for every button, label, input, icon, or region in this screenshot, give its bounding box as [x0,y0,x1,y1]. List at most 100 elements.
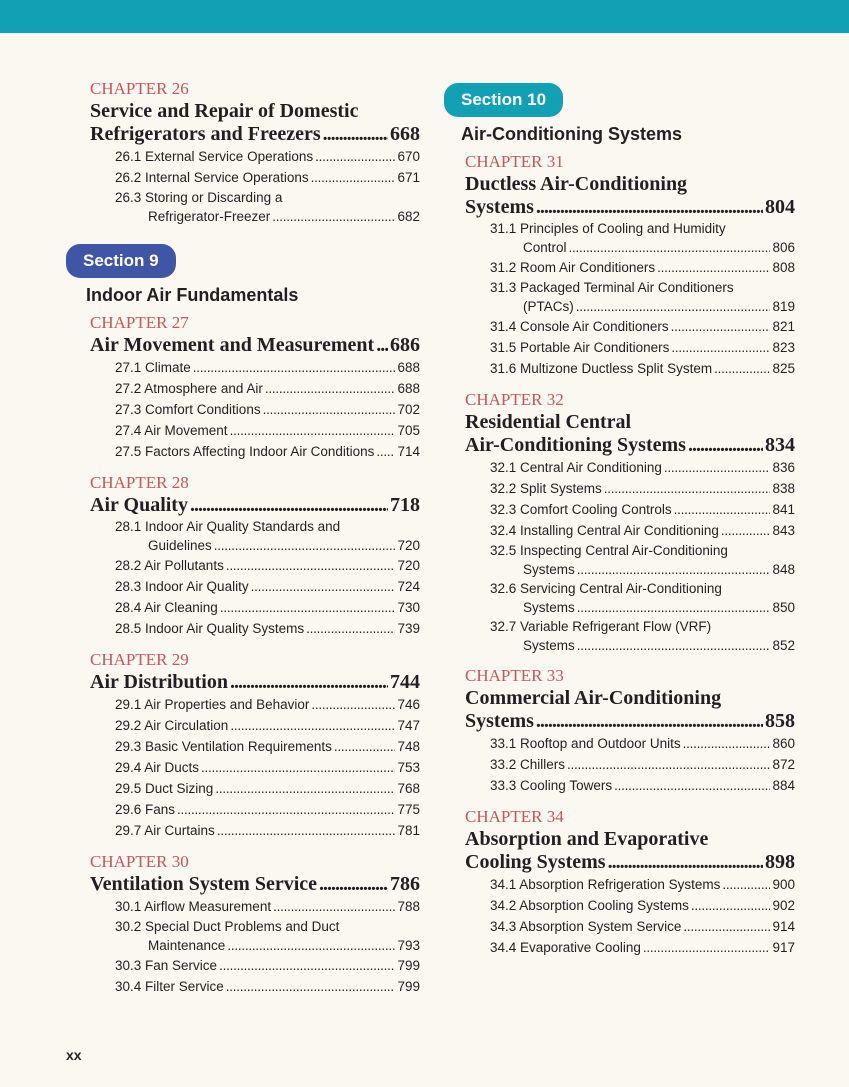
subsection-row[interactable]: Refrigerator-Freezer 682 [115,207,420,226]
subsection-entry[interactable]: 29.4 Air Ducts 753 [90,757,420,778]
subsection-entry[interactable]: 26.3 Storing or Discarding a Refrigerator… [90,188,420,226]
subsection-entry[interactable]: 30.3 Fan Service 799 [90,955,420,976]
subsection-entry[interactable]: 28.3 Indoor Air Quality 724 [90,576,420,597]
subsection-entry[interactable]: 29.3 Basic Ventilation Requirements 748 [90,736,420,757]
subsection-row[interactable]: 30.3 Fan Service 799 [115,955,420,976]
subsection-row[interactable]: 33.1 Rooftop and Outdoor Units 860 [490,733,795,754]
subsection-row[interactable]: Maintenance 793 [115,936,420,955]
subsection-entry[interactable]: 29.7 Air Curtains 781 [90,820,420,841]
subsection-row[interactable]: 27.4 Air Movement 705 [115,420,420,441]
subsection-entry[interactable]: 31.3 Packaged Terminal Air Conditioners (… [465,278,795,316]
subsection-entry[interactable]: 28.1 Indoor Air Quality Standards and Gui… [90,517,420,555]
subsection-row[interactable]: 29.3 Basic Ventilation Requirements 748 [115,736,420,757]
chapter-title-row[interactable]: Air Quality 718 [90,494,420,517]
subsection-row[interactable]: 33.3 Cooling Towers 884 [490,775,795,796]
subsection-row[interactable]: 34.1 Absorption Refrigeration Systems 900 [490,874,795,895]
subsection-entry[interactable]: 32.2 Split Systems 838 [465,478,795,499]
chapter-title[interactable]: Absorption and Evaporative Cooling System… [465,828,795,874]
chapter-title-row[interactable]: Air Distribution 744 [90,671,420,694]
chapter-title-row[interactable]: Cooling Systems 898 [465,851,795,874]
subsection-row[interactable]: 28.5 Indoor Air Quality Systems 739 [115,618,420,639]
chapter-title[interactable]: Ventilation System Service 786 [90,873,420,896]
subsection-entry[interactable]: 34.2 Absorption Cooling Systems 902 [465,895,795,916]
subsection-row[interactable]: 31.2 Room Air Conditioners 808 [490,257,795,278]
subsection-entry[interactable]: 26.1 External Service Operations 670 [90,146,420,167]
chapter-title-row[interactable]: Systems 804 [465,196,795,219]
subsection-entry[interactable]: 30.1 Airflow Measurement 788 [90,896,420,917]
chapter-title[interactable]: Residential Central Air-Conditioning Syst… [465,411,795,457]
subsection-entry[interactable]: 33.3 Cooling Towers 884 [465,775,795,796]
subsection-entry[interactable]: 34.1 Absorption Refrigeration Systems 900 [465,874,795,895]
chapter-title-row[interactable]: Refrigerators and Freezers 668 [90,123,420,146]
subsection-entry[interactable]: 32.3 Comfort Cooling Controls 841 [465,499,795,520]
subsection-entry[interactable]: 31.2 Room Air Conditioners 808 [465,257,795,278]
subsection-row[interactable]: 26.2 Internal Service Operations 671 [115,167,420,188]
subsection-entry[interactable]: 29.2 Air Circulation 747 [90,715,420,736]
subsection-entry[interactable]: 30.2 Special Duct Problems and Duct Maint… [90,917,420,955]
subsection-entry[interactable]: 32.1 Central Air Conditioning 836 [465,457,795,478]
subsection-entry[interactable]: 27.1 Climate 688 [90,357,420,378]
subsection-entry[interactable]: 33.2 Chillers 872 [465,754,795,775]
subsection-row[interactable]: Control 806 [490,238,795,257]
subsection-entry[interactable]: 32.4 Installing Central Air Conditioning… [465,520,795,541]
subsection-row[interactable]: Guidelines 720 [115,536,420,555]
subsection-row[interactable]: 33.2 Chillers 872 [490,754,795,775]
chapter-title[interactable]: Service and Repair of Domestic Refrigerat… [90,100,420,146]
subsection-row[interactable]: 31.4 Console Air Conditioners 821 [490,316,795,337]
chapter-title-row[interactable]: Air-Conditioning Systems 834 [465,434,795,457]
subsection-entry[interactable]: 29.6 Fans 775 [90,799,420,820]
subsection-entry[interactable]: 27.4 Air Movement 705 [90,420,420,441]
chapter-title-row[interactable]: Air Movement and Measurement 686 [90,334,420,357]
subsection-entry[interactable]: 34.4 Evaporative Cooling 917 [465,937,795,958]
subsection-row[interactable]: 34.2 Absorption Cooling Systems 902 [490,895,795,916]
subsection-entry[interactable]: 29.5 Duct Sizing 768 [90,778,420,799]
subsection-row[interactable]: 34.3 Absorption System Service 914 [490,916,795,937]
subsection-entry[interactable]: 32.6 Servicing Central Air-Conditioning S… [465,579,795,617]
subsection-entry[interactable]: 29.1 Air Properties and Behavior 746 [90,694,420,715]
subsection-entry[interactable]: 32.7 Variable Refrigerant Flow (VRF) Syst… [465,617,795,655]
subsection-row[interactable]: Systems 852 [490,636,795,655]
subsection-row[interactable]: 32.4 Installing Central Air Conditioning… [490,520,795,541]
subsection-row[interactable]: 29.7 Air Curtains 781 [115,820,420,841]
chapter-title[interactable]: Air Quality 718 [90,494,420,517]
chapter-title-row[interactable]: Ventilation System Service 786 [90,873,420,896]
subsection-row[interactable]: 26.1 External Service Operations 670 [115,146,420,167]
subsection-row[interactable]: 29.5 Duct Sizing 768 [115,778,420,799]
subsection-row[interactable]: 30.4 Filter Service 799 [115,976,420,997]
subsection-row[interactable]: 28.2 Air Pollutants 720 [115,555,420,576]
subsection-entry[interactable]: 31.4 Console Air Conditioners 821 [465,316,795,337]
subsection-row[interactable]: 30.1 Airflow Measurement 788 [115,896,420,917]
subsection-entry[interactable]: 28.2 Air Pollutants 720 [90,555,420,576]
subsection-row[interactable]: 29.6 Fans 775 [115,799,420,820]
subsection-row[interactable]: 32.3 Comfort Cooling Controls 841 [490,499,795,520]
subsection-entry[interactable]: 28.4 Air Cleaning 730 [90,597,420,618]
chapter-title[interactable]: Air Movement and Measurement 686 [90,334,420,357]
subsection-row[interactable]: Systems 850 [490,598,795,617]
subsection-row[interactable]: 29.4 Air Ducts 753 [115,757,420,778]
subsection-row[interactable]: 29.2 Air Circulation 747 [115,715,420,736]
subsection-entry[interactable]: 28.5 Indoor Air Quality Systems 739 [90,618,420,639]
subsection-row[interactable]: Systems 848 [490,560,795,579]
subsection-entry[interactable]: 31.1 Principles of Cooling and Humidity C… [465,219,795,257]
subsection-entry[interactable]: 27.3 Comfort Conditions 702 [90,399,420,420]
subsection-entry[interactable]: 31.5 Portable Air Conditioners 823 [465,337,795,358]
subsection-row[interactable]: 32.1 Central Air Conditioning 836 [490,457,795,478]
subsection-row[interactable]: 27.3 Comfort Conditions 702 [115,399,420,420]
subsection-entry[interactable]: 30.4 Filter Service 799 [90,976,420,997]
subsection-row[interactable]: 27.2 Atmosphere and Air 688 [115,378,420,399]
subsection-row[interactable]: 28.3 Indoor Air Quality 724 [115,576,420,597]
subsection-row[interactable]: 31.5 Portable Air Conditioners 823 [490,337,795,358]
subsection-entry[interactable]: 27.5 Factors Affecting Indoor Air Condit… [90,441,420,462]
subsection-entry[interactable]: 31.6 Multizone Ductless Split System 825 [465,358,795,379]
subsection-entry[interactable]: 32.5 Inspecting Central Air-Conditioning… [465,541,795,579]
subsection-row[interactable]: 31.6 Multizone Ductless Split System 825 [490,358,795,379]
subsection-row[interactable]: (PTACs) 819 [490,297,795,316]
subsection-row[interactable]: 32.2 Split Systems 838 [490,478,795,499]
subsection-row[interactable]: 27.1 Climate 688 [115,357,420,378]
chapter-title[interactable]: Air Distribution 744 [90,671,420,694]
subsection-entry[interactable]: 34.3 Absorption System Service 914 [465,916,795,937]
subsection-row[interactable]: 34.4 Evaporative Cooling 917 [490,937,795,958]
subsection-entry[interactable]: 27.2 Atmosphere and Air 688 [90,378,420,399]
